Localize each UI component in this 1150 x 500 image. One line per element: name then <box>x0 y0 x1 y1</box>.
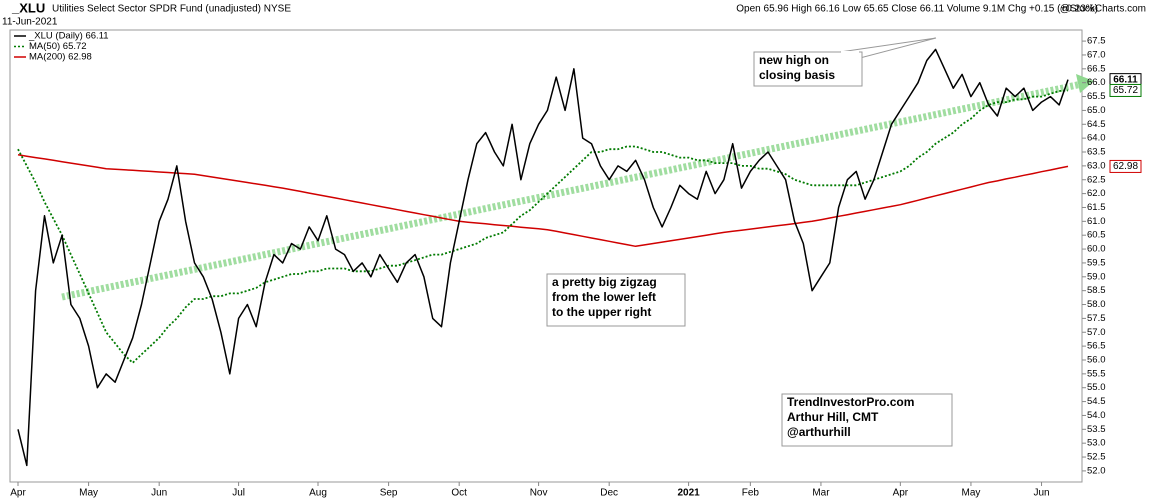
y-tick-label: 59.5 <box>1087 257 1106 268</box>
x-tick-label: Apr <box>10 488 26 499</box>
x-tick-label: Aug <box>309 488 327 499</box>
chart-subtitle: Utilities Select Sector SPDR Fund (unadj… <box>52 4 291 15</box>
y-tick-label: 53.0 <box>1087 438 1106 449</box>
y-tick-label: 58.0 <box>1087 299 1106 310</box>
y-tick-label: 52.0 <box>1087 465 1106 476</box>
y-tick-label: 65.0 <box>1087 105 1106 116</box>
annotation-text: to the upper right <box>552 305 651 319</box>
last-value-label: 62.98 <box>1113 161 1138 172</box>
y-tick-label: 54.0 <box>1087 410 1106 421</box>
series-line <box>17 89 1069 364</box>
y-tick-label: 64.0 <box>1087 133 1106 144</box>
annotation-text: a pretty big zigzag <box>552 275 657 289</box>
y-tick-label: 67.0 <box>1087 49 1106 60</box>
y-tick-label: 56.0 <box>1087 355 1106 366</box>
annotation-text: @arthurhill <box>787 425 851 439</box>
y-tick-label: 61.0 <box>1087 216 1106 227</box>
x-tick-label: Oct <box>451 488 467 499</box>
y-tick-label: 60.5 <box>1087 230 1106 241</box>
y-tick-label: 66.0 <box>1087 77 1106 88</box>
x-tick-label: Feb <box>742 488 760 499</box>
series-line <box>17 48 1069 467</box>
x-tick-label: 2021 <box>677 488 700 499</box>
annotation-text: closing basis <box>759 68 835 82</box>
y-tick-label: 61.5 <box>1087 202 1106 213</box>
y-tick-label: 62.0 <box>1087 188 1106 199</box>
date: 11-Jun-2021 <box>2 17 58 28</box>
series-line <box>17 154 1069 248</box>
last-value-label: 66.11 <box>1113 74 1138 85</box>
x-tick-label: Jun <box>151 488 167 499</box>
y-tick-label: 65.5 <box>1087 91 1106 102</box>
y-tick-label: 52.5 <box>1087 452 1106 463</box>
y-tick-label: 53.5 <box>1087 424 1106 435</box>
trend-arrow <box>61 80 1083 301</box>
last-value-label: 65.72 <box>1113 85 1138 96</box>
y-tick-label: 66.5 <box>1087 63 1106 74</box>
x-tick-label: Dec <box>600 488 618 499</box>
x-tick-label: Sep <box>380 488 398 499</box>
quote: Open 65.96 High 66.16 Low 65.65 Close 66… <box>736 4 1098 15</box>
annotation-text: Arthur Hill, CMT <box>787 410 879 424</box>
y-tick-label: 54.5 <box>1087 396 1106 407</box>
x-tick-label: Jul <box>232 488 245 499</box>
chart-title: _XLU <box>11 0 45 15</box>
x-tick-label: Jun <box>1033 488 1049 499</box>
y-tick-label: 58.5 <box>1087 285 1106 296</box>
annotation-text: TrendInvestorPro.com <box>787 395 914 409</box>
y-tick-label: 57.0 <box>1087 327 1106 338</box>
y-tick-label: 55.0 <box>1087 382 1106 393</box>
x-tick-label: Apr <box>893 488 909 499</box>
y-tick-label: 60.0 <box>1087 244 1106 255</box>
x-tick-label: May <box>79 488 98 499</box>
legend-label: MA(200) 62.98 <box>29 52 92 63</box>
watermark: @StockCharts.com <box>1060 4 1146 15</box>
annotation-text: new high on <box>759 53 829 67</box>
y-tick-label: 57.5 <box>1087 313 1106 324</box>
last-value-box <box>1109 159 1142 173</box>
y-tick-label: 64.5 <box>1087 119 1106 130</box>
annotation-text: from the lower left <box>552 290 656 304</box>
x-tick-label: Mar <box>812 488 830 499</box>
y-tick-label: 56.5 <box>1087 341 1106 352</box>
annotation-box <box>781 393 953 447</box>
annotation-box <box>546 273 686 327</box>
legend-label: MA(50) 65.72 <box>29 41 87 52</box>
y-tick-label: 67.5 <box>1087 36 1106 47</box>
legend-label: _XLU (Daily) 66.11 <box>28 31 109 42</box>
annotation-box <box>753 51 863 87</box>
y-tick-label: 63.5 <box>1087 147 1106 158</box>
trend-arrow-head <box>1076 74 1094 93</box>
x-tick-label: May <box>961 488 980 499</box>
y-tick-label: 63.0 <box>1087 160 1106 171</box>
last-value-box <box>1109 83 1142 97</box>
x-tick-label: Nov <box>530 488 548 499</box>
y-tick-label: 55.5 <box>1087 368 1106 379</box>
y-tick-label: 62.5 <box>1087 174 1106 185</box>
y-tick-label: 59.0 <box>1087 271 1106 282</box>
